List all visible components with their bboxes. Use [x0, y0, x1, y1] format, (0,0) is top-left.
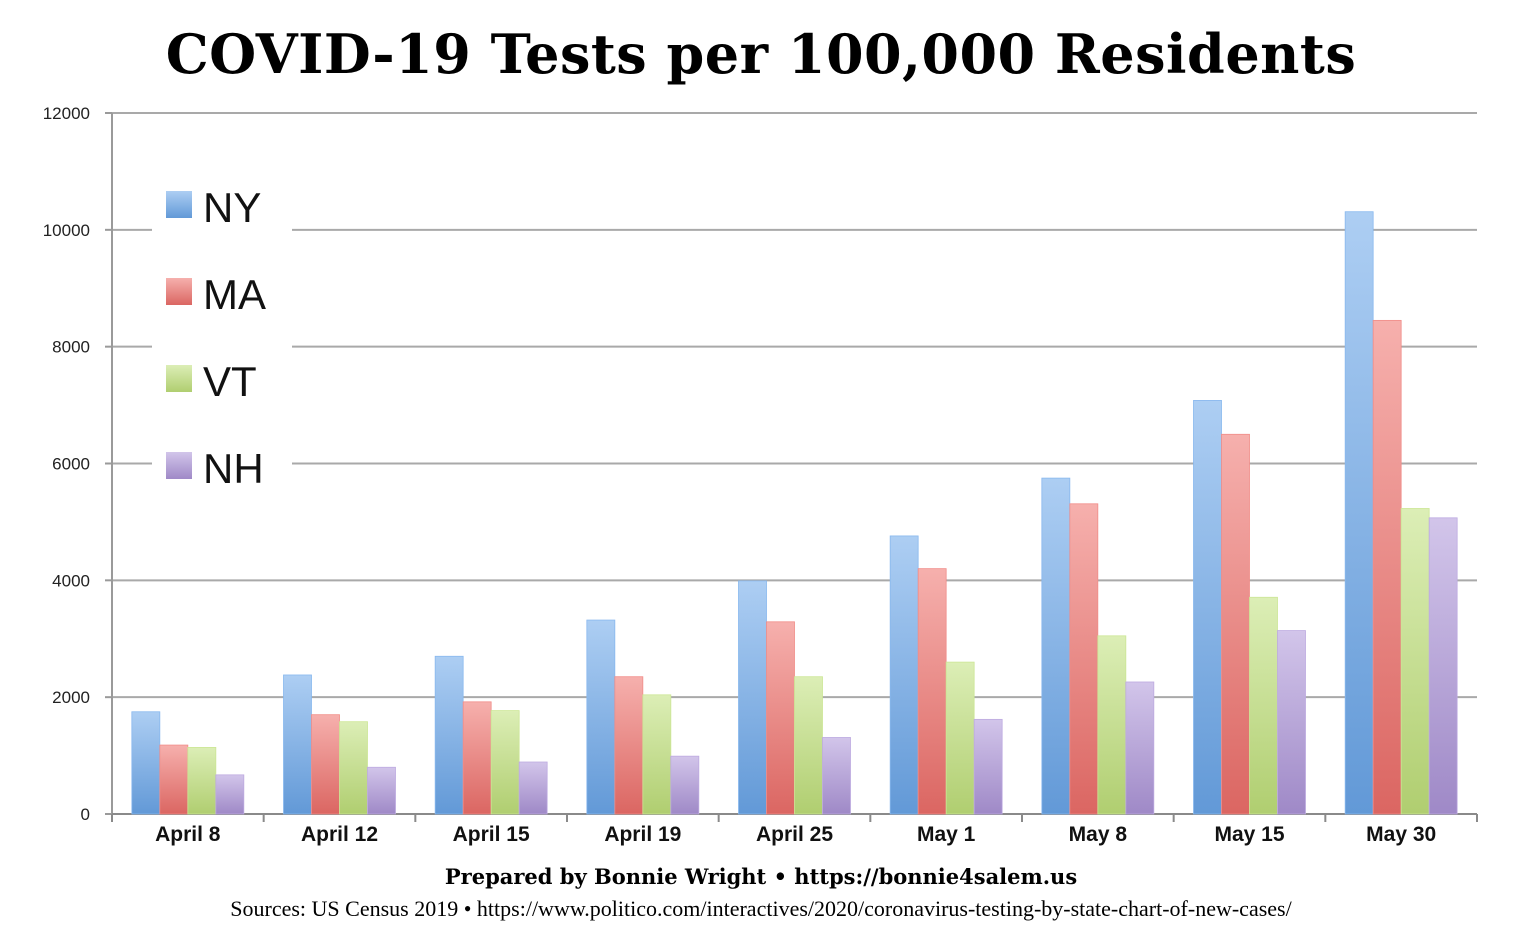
bar-nh	[215, 774, 245, 815]
credit-sources: Sources: US Census 2019 • https://www.po…	[230, 896, 1292, 921]
bar-ny	[283, 674, 312, 815]
bar-nh	[973, 718, 1003, 815]
bar-ma	[917, 568, 947, 815]
legend-swatch-vt	[166, 365, 192, 392]
x-tick-label: April 12	[301, 823, 378, 846]
legend-label-ny: NY	[203, 184, 261, 231]
legend-label-vt: VT	[203, 358, 257, 405]
bar-ny	[131, 711, 161, 815]
legend-label-nh: NH	[203, 445, 264, 492]
x-tick-label: April 19	[604, 823, 681, 846]
bar-ny	[1344, 211, 1374, 815]
chart-title: COVID-19 Tests per 100,000 Residents	[165, 22, 1357, 86]
bar-ny	[1193, 400, 1222, 815]
bar-ma	[1221, 433, 1250, 815]
legend-label-ma: MA	[203, 271, 266, 318]
y-tick-label: 0	[81, 805, 90, 824]
x-tick-label: May 8	[1069, 823, 1128, 846]
x-tick-label: April 8	[155, 823, 221, 846]
x-tick-labels: April 8 April 12 April 15 April 19 April 25 M…	[155, 823, 1436, 846]
legend-swatch-ma	[166, 278, 192, 305]
y-tick-label: 2000	[52, 688, 90, 707]
bar-nh	[822, 737, 851, 815]
x-tick-label: April 15	[453, 823, 530, 846]
y-tick-label: 8000	[52, 338, 90, 357]
bar-ma	[766, 621, 795, 815]
y-tick-label: 10000	[43, 221, 90, 240]
bar-vt	[1400, 508, 1430, 815]
bar-nh	[1428, 517, 1458, 815]
bar-ma	[159, 744, 189, 815]
gridlines	[112, 112, 1477, 699]
y-tick-labels: 0 2000 4000 6000 8000 10000 12000	[43, 104, 90, 824]
bars	[131, 211, 1458, 815]
y-tick-label: 6000	[52, 455, 90, 474]
bar-vt	[1097, 635, 1127, 815]
x-tick-label: May 1	[917, 823, 976, 846]
credit-prepared: Prepared by Bonnie Wright • https://bonn…	[444, 864, 1078, 889]
bar-vt	[945, 661, 975, 815]
bar-vt	[339, 721, 368, 815]
bar-ny	[434, 655, 464, 815]
bar-ma	[1069, 503, 1099, 815]
legend-box	[152, 166, 292, 496]
bar-ma	[311, 714, 340, 815]
bar-vt	[187, 747, 217, 815]
legend: NY MA VT NH	[152, 166, 292, 496]
bar-nh	[1125, 681, 1155, 815]
bar-nh	[367, 766, 396, 815]
bar-vt	[1249, 596, 1278, 815]
x-tick-label: May 15	[1214, 823, 1284, 846]
bar-nh	[670, 755, 700, 815]
x-tick-label: May 30	[1366, 823, 1436, 846]
bar-ma	[462, 701, 492, 815]
bar-ny	[1041, 477, 1071, 815]
bar-ny	[586, 619, 616, 815]
bar-ma	[1372, 319, 1402, 815]
bar-nh	[1277, 630, 1306, 815]
bar-ma	[614, 676, 644, 815]
legend-swatch-ny	[166, 191, 192, 218]
y-tick-label: 12000	[43, 104, 90, 123]
x-tick-label: April 25	[756, 823, 833, 846]
bar-vt	[490, 710, 520, 815]
bar-vt	[794, 676, 823, 815]
bar-ny	[738, 580, 767, 815]
y-tick-label: 4000	[52, 571, 90, 590]
bar-vt	[642, 694, 672, 815]
legend-swatch-nh	[166, 452, 192, 479]
bar-nh	[518, 761, 548, 815]
bar-ny	[889, 535, 919, 815]
